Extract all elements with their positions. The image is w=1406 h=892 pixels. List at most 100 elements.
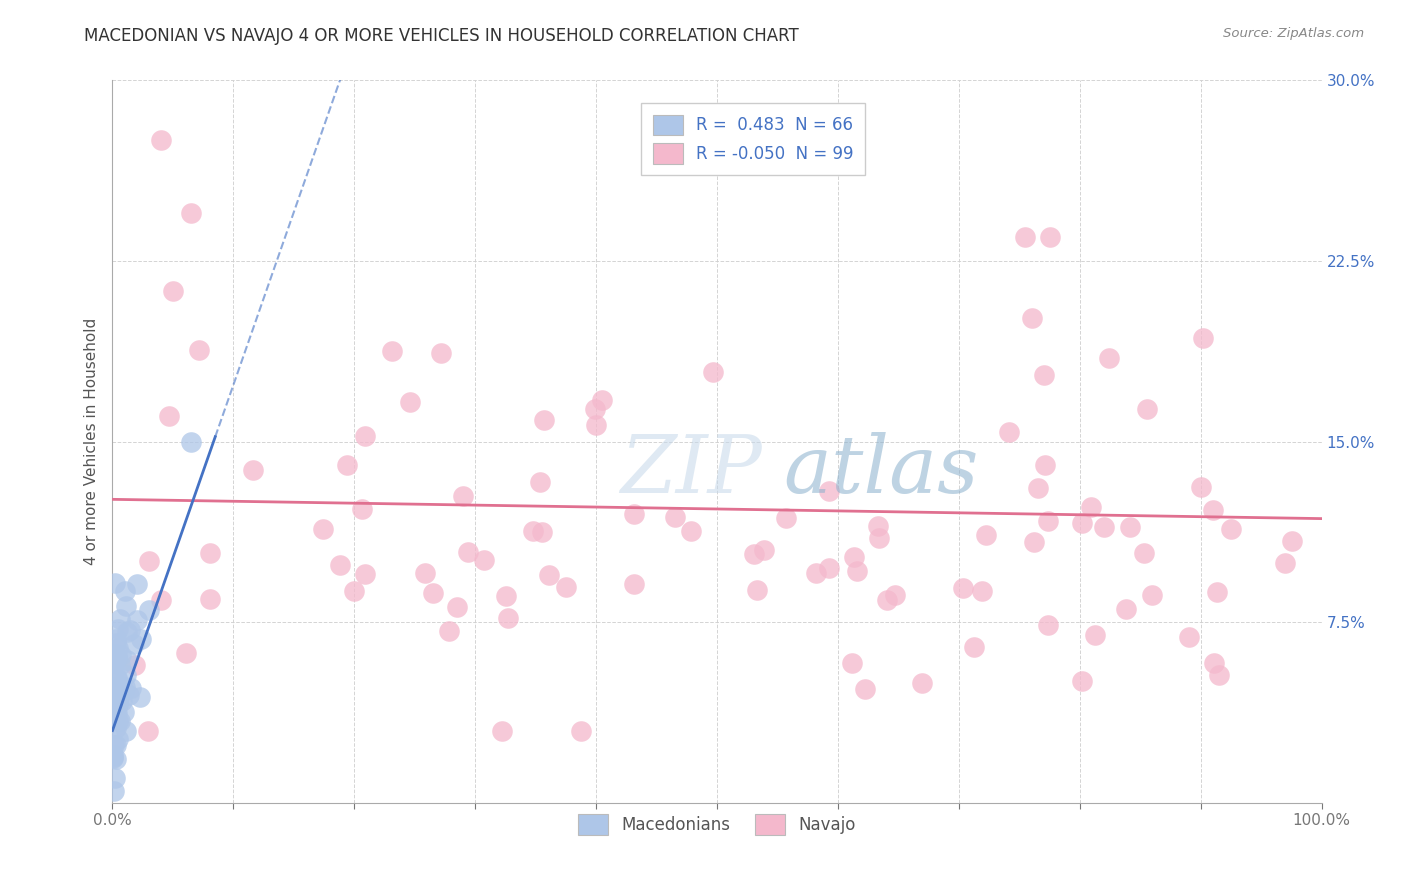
Point (103, 751, 125, 765)
Point (174, 646, 197, 660)
Point (242, 463, 264, 477)
Point (180, 434, 202, 449)
Point (752, 542, 775, 557)
Point (817, 484, 839, 499)
Point (664, 510, 686, 524)
Point (876, 592, 898, 607)
Point (1021, 310, 1043, 325)
Point (1092, 520, 1115, 534)
Point (422, 586, 444, 600)
Point (529, 475, 551, 489)
Point (114, 680, 136, 694)
Point (200, 592, 222, 607)
Point (976, 528, 998, 542)
Point (105, 632, 128, 647)
Point (108, 612, 131, 626)
Point (1133, 546, 1156, 560)
Point (1071, 516, 1094, 530)
Point (380, 343, 402, 358)
Point (129, 632, 152, 646)
Point (583, 401, 606, 416)
Text: atlas: atlas (783, 432, 979, 509)
Point (1036, 618, 1059, 632)
Legend: Macedonians, Navajo: Macedonians, Navajo (571, 808, 863, 841)
Point (571, 723, 593, 738)
Point (1202, 657, 1225, 671)
Point (108, 688, 131, 702)
Point (103, 738, 125, 752)
Point (103, 697, 125, 711)
Point (125, 577, 148, 591)
Point (342, 584, 364, 599)
Point (329, 558, 352, 573)
Point (118, 688, 141, 702)
Point (110, 648, 132, 662)
Point (107, 696, 129, 710)
Point (1038, 514, 1060, 528)
Point (136, 723, 159, 738)
Point (997, 425, 1019, 439)
Point (114, 705, 136, 719)
Point (104, 635, 127, 649)
Point (198, 546, 221, 560)
Point (846, 564, 869, 578)
Point (188, 343, 211, 357)
Point (868, 531, 890, 545)
Point (117, 624, 139, 639)
Point (623, 507, 645, 521)
Point (439, 624, 461, 638)
Point (162, 284, 184, 298)
Point (128, 690, 150, 704)
Point (1136, 402, 1159, 417)
Point (108, 657, 131, 672)
Point (1033, 458, 1056, 473)
Point (883, 588, 905, 602)
Point (472, 552, 495, 566)
Point (866, 518, 889, 533)
Point (105, 671, 128, 685)
Point (804, 566, 827, 580)
Point (104, 739, 127, 753)
Point (149, 133, 172, 147)
Point (496, 611, 519, 625)
Point (105, 649, 128, 664)
Point (679, 524, 702, 539)
Point (430, 346, 453, 360)
Point (149, 593, 172, 607)
Point (101, 749, 124, 764)
Point (101, 702, 124, 716)
Point (112, 684, 135, 698)
Point (457, 545, 479, 559)
Point (952, 582, 974, 596)
Point (1189, 480, 1212, 494)
Point (399, 395, 422, 409)
Point (446, 599, 468, 614)
Point (1038, 230, 1062, 244)
Point (533, 413, 555, 427)
Point (157, 409, 180, 424)
Point (1032, 368, 1054, 383)
Text: MACEDONIAN VS NAVAJO 4 OR MORE VEHICLES IN HOUSEHOLD CORRELATION CHART: MACEDONIAN VS NAVAJO 4 OR MORE VEHICLES … (84, 27, 799, 45)
Text: Source: ZipAtlas.com: Source: ZipAtlas.com (1223, 27, 1364, 40)
Point (413, 566, 436, 580)
Point (1119, 520, 1142, 534)
Point (585, 418, 607, 433)
Point (107, 640, 129, 655)
Point (105, 708, 128, 723)
Point (841, 657, 863, 671)
Point (101, 682, 124, 697)
Point (538, 567, 561, 582)
Point (101, 667, 124, 681)
Point (491, 723, 513, 738)
Point (118, 623, 141, 637)
Point (1071, 673, 1094, 688)
Point (336, 458, 359, 472)
Y-axis label: 4 or more Vehicles in Household: 4 or more Vehicles in Household (83, 318, 98, 566)
Point (1080, 500, 1102, 514)
Point (138, 554, 160, 568)
Point (1208, 668, 1230, 682)
Point (105, 722, 128, 736)
Point (555, 580, 578, 594)
Point (124, 658, 146, 673)
Point (107, 697, 129, 711)
